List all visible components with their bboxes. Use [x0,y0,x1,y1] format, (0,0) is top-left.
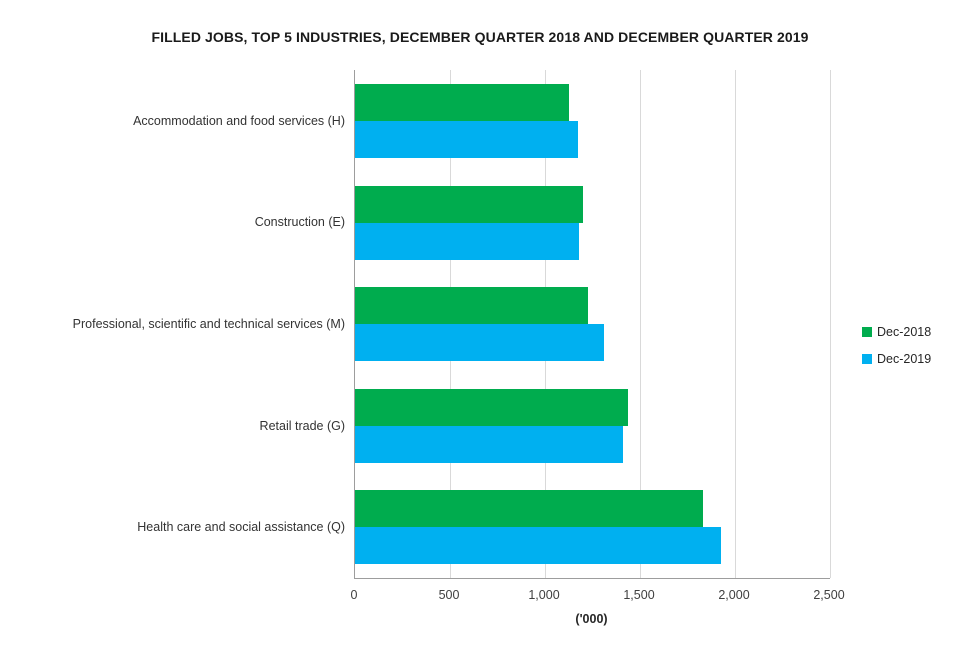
category-band [355,476,830,578]
category-band [355,172,830,274]
x-tick-label: 0 [350,588,358,602]
legend-swatch-icon [862,326,872,337]
legend-item-dec-2018: Dec-2018 [862,324,931,339]
plot-area [354,70,831,579]
gridline-2500 [830,70,831,578]
x-tick-label: 1,500 [623,588,655,602]
x-axis-title: ('000) [575,612,608,626]
legend-label: Dec-2019 [877,351,932,366]
bar-dec-2019 [355,222,580,260]
x-tick-label: 1,000 [528,588,560,602]
bar-dec-2018 [355,490,703,528]
category-band [355,273,830,375]
x-tick-label: 2,500 [813,588,845,602]
category-label: Retail trade (G) [259,418,345,433]
category-label: Construction (E) [254,215,345,230]
bar-dec-2018 [355,287,588,325]
legend-label: Dec-2018 [877,324,932,339]
bar-dec-2019 [355,527,721,565]
legend: Dec-2018 Dec-2019 [862,324,931,378]
x-tick-label: 2,000 [718,588,750,602]
legend-swatch-icon [862,353,872,364]
gridline-1500 [640,70,641,578]
bar-dec-2019 [355,121,579,158]
category-band [355,375,830,477]
category-label: Health care and social assistance (Q) [137,520,345,535]
x-tick-label: 500 [438,588,460,602]
bar-dec-2019 [355,425,623,463]
category-band [355,70,830,172]
bar-dec-2018 [355,388,628,426]
category-label: Accommodation and food services (H) [133,113,345,128]
category-label: Professional, scientific and technical s… [72,317,345,331]
legend-item-dec-2019: Dec-2019 [862,351,931,366]
bar-dec-2018 [355,84,569,121]
bar-dec-2018 [355,185,583,223]
bar-dec-2019 [355,324,604,362]
chart-title: FILLED JOBS, TOP 5 INDUSTRIES, DECEMBER … [151,29,809,45]
gridline-2000 [735,70,736,578]
